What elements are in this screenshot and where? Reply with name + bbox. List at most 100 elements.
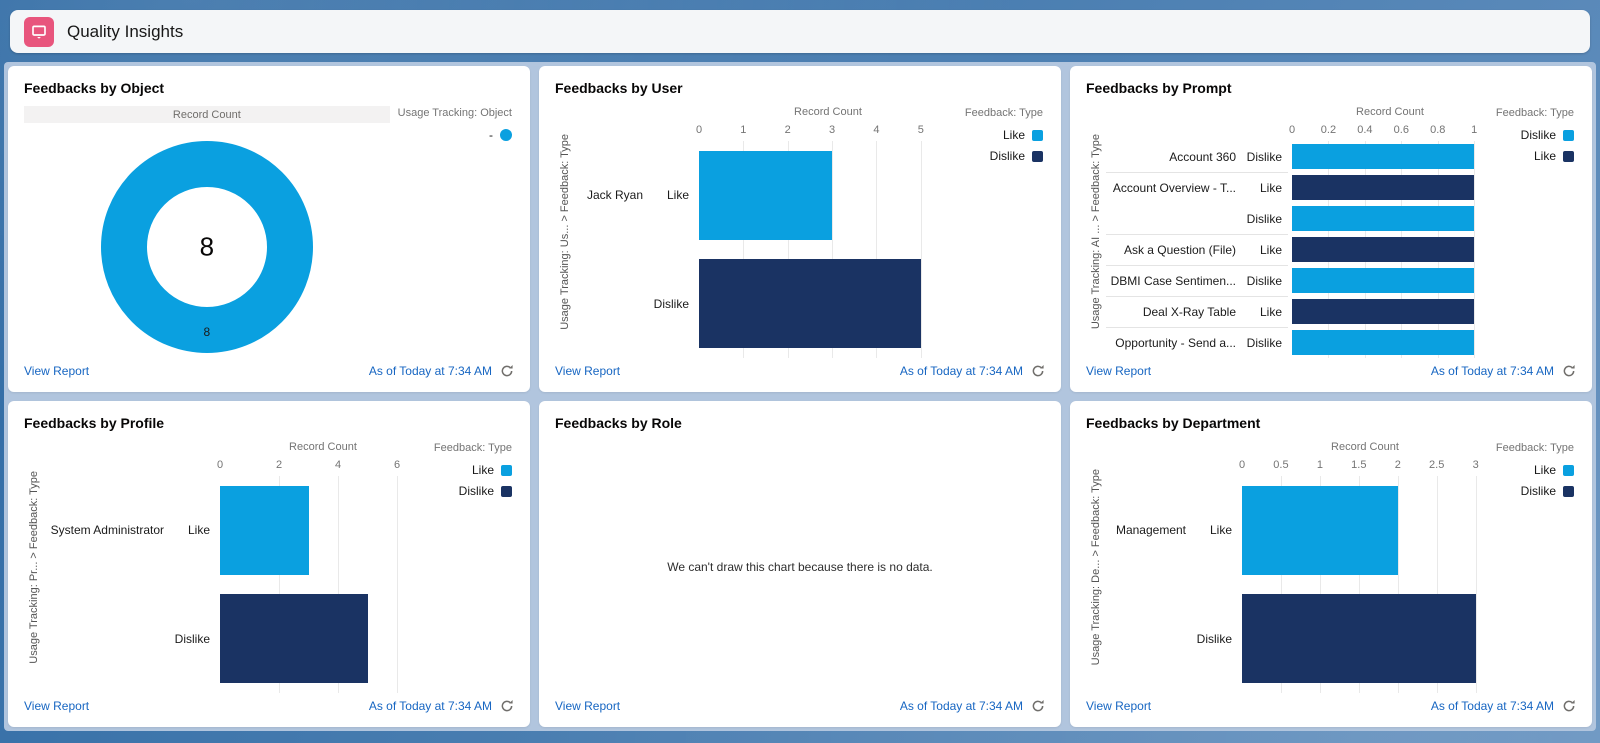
legend-label: Like <box>1002 128 1025 142</box>
view-report-link[interactable]: View Report <box>1086 699 1152 713</box>
as-of-status: As of Today at 7:34 AM <box>369 699 514 713</box>
bar-dislike[interactable] <box>1292 143 1475 170</box>
bar-like[interactable] <box>1292 174 1475 201</box>
bar-like[interactable] <box>1292 236 1475 263</box>
chart-legend: Feedback: Type Dislike Like <box>1488 106 1576 358</box>
chart-legend: Feedback: Type Like Dislike <box>426 441 514 693</box>
group-label: Opportunity - Send a... <box>1115 335 1236 350</box>
bar-chart: Usage Tracking: AI ... > Feedback: Type R… <box>1086 106 1576 358</box>
axis-tick-label: 2 <box>275 459 283 471</box>
legend-title: Usage Tracking: Object <box>397 107 512 119</box>
axis-tick-label: 1 <box>740 124 747 136</box>
legend-swatch <box>1032 129 1043 141</box>
category-label-row: Deal X-Ray Table Like <box>1106 296 1292 328</box>
bar-dislike[interactable] <box>220 594 368 684</box>
bar-dislike[interactable] <box>699 259 921 349</box>
view-report-link[interactable]: View Report <box>555 364 621 378</box>
bar-dislike[interactable] <box>1292 329 1475 356</box>
refresh-icon[interactable] <box>1562 699 1576 713</box>
axis-tick-label: 3 <box>829 124 836 136</box>
legend-item: Dislike <box>1521 128 1574 142</box>
legend-swatch <box>500 129 512 141</box>
legend-title: Feedback: Type <box>1495 107 1574 119</box>
series-label: Dislike <box>1246 211 1282 226</box>
bar-like[interactable] <box>699 150 833 240</box>
bar-chart: Usage Tracking: De... > Feedback: Type Re… <box>1086 441 1576 693</box>
as-of-text: As of Today at 7:34 AM <box>899 364 1023 378</box>
chart-legend: Feedback: Type Like Dislike <box>1488 441 1576 693</box>
axis-tick-label: 2 <box>784 124 791 136</box>
record-count-band: Record Count <box>24 106 390 123</box>
bar-like[interactable] <box>220 485 309 575</box>
gridline <box>1475 476 1477 693</box>
panel-footer: View Report As of Today at 7:34 AM <box>1086 693 1576 719</box>
category-label-row: Ask a Question (File) Like <box>1106 234 1292 266</box>
bar-dislike[interactable] <box>1292 205 1475 232</box>
view-report-link[interactable]: View Report <box>1086 364 1152 378</box>
legend-item: Like <box>1534 149 1574 163</box>
bar-chart: Usage Tracking: Pr... > Feedback: Type Re… <box>24 441 514 693</box>
category-label-row: Management Like <box>1106 476 1242 585</box>
as-of-text: As of Today at 7:34 AM <box>1430 699 1554 713</box>
dashboard-grid: Feedbacks by Object Record Count 8 8 Usage … <box>4 62 1596 731</box>
category-label-row: Jack Ryan Like <box>575 141 699 250</box>
as-of-status: As of Today at 7:34 AM <box>369 364 514 378</box>
chart-feedbacks-by-object: Record Count 8 8 Usage Tracking: Object - <box>24 106 514 358</box>
x-axis-ticks: 0 2 4 6 <box>217 458 426 476</box>
category-label-row: Dislike <box>575 250 699 359</box>
x-axis-title: Record Count <box>1331 441 1399 453</box>
plot-area <box>220 476 426 693</box>
group-label: Ask a Question (File) <box>1123 242 1236 257</box>
refresh-icon[interactable] <box>1031 364 1045 378</box>
gridline <box>338 476 340 693</box>
refresh-icon[interactable] <box>1031 699 1045 713</box>
gridline <box>397 476 399 693</box>
plot-area <box>1242 476 1488 693</box>
donut-total-value: 8 <box>199 231 215 262</box>
bar-row <box>220 585 426 694</box>
bar-dislike[interactable] <box>1242 594 1476 684</box>
chart-feedbacks-by-profile: Usage Tracking: Pr... > Feedback: Type Re… <box>24 441 514 693</box>
axis-tick-label: 0.4 <box>1357 124 1373 136</box>
panel-footer: View Report As of Today at 7:34 AM <box>24 358 514 384</box>
bar-row <box>1292 203 1488 234</box>
donut-chart: Record Count 8 8 Usage Tracking: Object - <box>24 106 514 358</box>
category-label-row: Dislike <box>1106 203 1292 235</box>
chart-legend: Usage Tracking: Object - <box>390 106 514 358</box>
series-label: Dislike <box>1196 631 1232 646</box>
panel-feedbacks-by-user: Feedbacks by User Usage Tracking: Us... … <box>539 66 1061 392</box>
gridline <box>743 141 745 358</box>
legend-title: Feedback: Type <box>964 107 1043 119</box>
view-report-link[interactable]: View Report <box>24 699 90 713</box>
panel-title: Feedbacks by Role <box>555 415 682 431</box>
legend-swatch <box>1563 485 1574 497</box>
gridline <box>279 476 281 693</box>
bar-like[interactable] <box>1242 485 1398 575</box>
legend-swatch <box>1563 464 1574 476</box>
x-axis-ticks: 0 0.5 1 1.5 2 2.5 3 <box>1239 458 1488 476</box>
bar-row <box>220 476 426 585</box>
refresh-icon[interactable] <box>500 699 514 713</box>
legend-label: Like <box>1533 463 1556 477</box>
gridline <box>1397 476 1399 693</box>
axis-tick-label: 0.8 <box>1430 124 1446 136</box>
bar-dislike[interactable] <box>1292 267 1475 294</box>
category-labels: Jack Ryan Like Dislike <box>575 141 699 358</box>
gridline <box>876 141 878 358</box>
chart-feedbacks-by-user: Usage Tracking: Us... > Feedback: Type Re… <box>555 106 1045 358</box>
axis-tick-label: 4 <box>873 124 880 136</box>
bar-row <box>699 141 957 250</box>
no-data-message: We can't draw this chart because there i… <box>667 560 933 574</box>
axis-tick-label: 0.2 <box>1320 124 1337 136</box>
chart-feedbacks-by-prompt: Usage Tracking: AI ... > Feedback: Type R… <box>1086 106 1576 358</box>
view-report-link[interactable]: View Report <box>555 699 621 713</box>
bar-like[interactable] <box>1292 298 1475 325</box>
view-report-link[interactable]: View Report <box>24 364 90 378</box>
axis-tick-label: 4 <box>334 459 342 471</box>
refresh-icon[interactable] <box>1562 364 1576 378</box>
category-labels: Account 360 Dislike Account Overview - T..… <box>1106 141 1292 358</box>
legend-label: Dislike <box>1520 484 1556 498</box>
refresh-icon[interactable] <box>500 364 514 378</box>
